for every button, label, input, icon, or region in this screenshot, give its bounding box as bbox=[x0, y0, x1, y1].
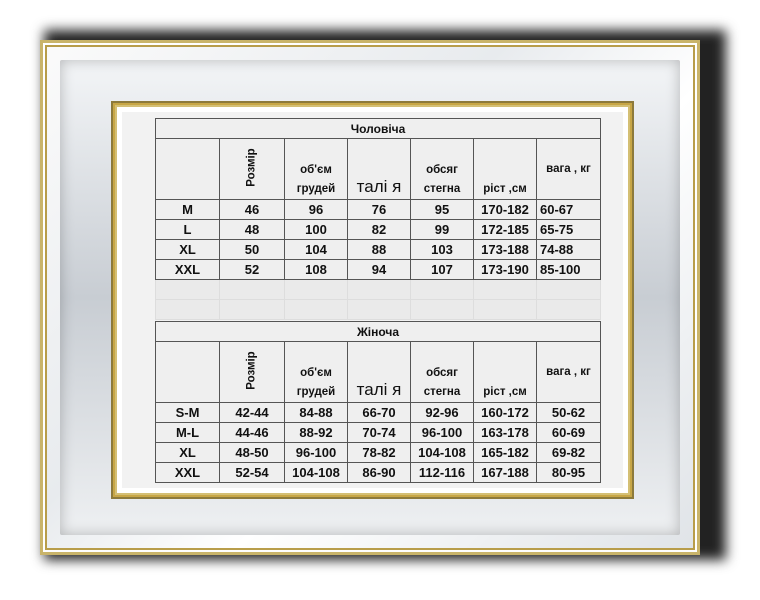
table-row: XXL 52 108 94 107 173-190 85-100 bbox=[155, 259, 601, 280]
table-cell: 95 bbox=[410, 199, 474, 220]
table-cell: 42-44 bbox=[219, 402, 285, 423]
table-cell: 46 bbox=[219, 199, 285, 220]
table-row: M 46 96 76 95 170-182 60-67 bbox=[155, 199, 601, 220]
column-header: об'єм грудей bbox=[296, 367, 336, 398]
table-cell: 173-188 bbox=[473, 239, 537, 260]
table-title: Жіноча bbox=[155, 321, 601, 342]
table-cell: 170-182 bbox=[473, 199, 537, 220]
table-cell: 70-74 bbox=[347, 422, 411, 443]
column-header: об'єм грудей bbox=[296, 164, 336, 195]
table-cell: 112-116 bbox=[410, 462, 474, 483]
table-cell: 50 bbox=[219, 239, 285, 260]
column-header: вага , кг bbox=[546, 365, 591, 378]
column-header: Розмір bbox=[245, 148, 258, 187]
table-cell: 94 bbox=[347, 259, 411, 280]
table-cell: 60-69 bbox=[536, 422, 601, 443]
table-cell: 96 bbox=[284, 199, 348, 220]
table-cell: 104-108 bbox=[410, 442, 474, 463]
table-cell: 172-185 bbox=[473, 219, 537, 240]
table-cell: 44-46 bbox=[219, 422, 285, 443]
table-cell: 50-62 bbox=[536, 402, 601, 423]
column-header: обсяг стегна bbox=[423, 367, 461, 398]
table-cell: M-L bbox=[155, 422, 220, 443]
column-header: обсяг стегна bbox=[423, 164, 461, 195]
table-row: M-L 44-46 88-92 70-74 96-100 163-178 60-69 bbox=[155, 422, 601, 443]
blank-row bbox=[155, 299, 601, 320]
table-cell: 86-90 bbox=[347, 462, 411, 483]
table-cell: XXL bbox=[155, 259, 220, 280]
table-title: Чоловіча bbox=[155, 118, 601, 139]
table-cell: 160-172 bbox=[473, 402, 537, 423]
table-cell: 65-75 bbox=[536, 219, 601, 240]
table-cell: 60-67 bbox=[536, 199, 601, 220]
table-cell: 84-88 bbox=[284, 402, 348, 423]
table-cell: 69-82 bbox=[536, 442, 601, 463]
table-cell: 167-188 bbox=[473, 462, 537, 483]
table-cell: 163-178 bbox=[473, 422, 537, 443]
column-header: талі я bbox=[356, 380, 402, 399]
table-cell: 76 bbox=[347, 199, 411, 220]
column-header: талі я bbox=[356, 177, 402, 196]
table-cell: XL bbox=[155, 442, 220, 463]
table-cell: 96-100 bbox=[284, 442, 348, 463]
table-cell: 96-100 bbox=[410, 422, 474, 443]
table-cell: 88 bbox=[347, 239, 411, 260]
table-cell: 66-70 bbox=[347, 402, 411, 423]
column-header: вага , кг bbox=[546, 162, 591, 175]
table-cell: 74-88 bbox=[536, 239, 601, 260]
blank-row bbox=[155, 279, 601, 300]
table-cell: 99 bbox=[410, 219, 474, 240]
table-row: XXL 52-54 104-108 86-90 112-116 167-188 80-95 bbox=[155, 462, 601, 483]
table-cell: M bbox=[155, 199, 220, 220]
table-row: S-M 42-44 84-88 66-70 92-96 160-172 50-62 bbox=[155, 402, 601, 423]
table-cell: 108 bbox=[284, 259, 348, 280]
table-cell: 100 bbox=[284, 219, 348, 240]
table-cell: L bbox=[155, 219, 220, 240]
table-cell: 104-108 bbox=[284, 462, 348, 483]
table-cell: 48-50 bbox=[219, 442, 285, 463]
table-cell: 82 bbox=[347, 219, 411, 240]
table-row: XL 48-50 96-100 78-82 104-108 165-182 69-82 bbox=[155, 442, 601, 463]
table-cell: S-M bbox=[155, 402, 220, 423]
table-cell: 78-82 bbox=[347, 442, 411, 463]
table-cell: 92-96 bbox=[410, 402, 474, 423]
table-cell: 52-54 bbox=[219, 462, 285, 483]
table-cell: 104 bbox=[284, 239, 348, 260]
table-row: XL 50 104 88 103 173-188 74-88 bbox=[155, 239, 601, 260]
table-cell: 107 bbox=[410, 259, 474, 280]
column-header: Розмір bbox=[245, 351, 258, 390]
column-header: ріст ,см bbox=[483, 183, 527, 195]
table-cell: 85-100 bbox=[536, 259, 601, 280]
column-header: ріст ,см bbox=[483, 386, 527, 398]
table-cell: 48 bbox=[219, 219, 285, 240]
women-size-table: Жіноча Розмір об'єм грудей талі я обсяг стег… bbox=[155, 321, 601, 483]
table-cell: 103 bbox=[410, 239, 474, 260]
table-cell: XXL bbox=[155, 462, 220, 483]
table-cell: 52 bbox=[219, 259, 285, 280]
table-cell: 88-92 bbox=[284, 422, 348, 443]
men-size-table: Чоловіча Розмір об'єм грудей талі я обсяг ст… bbox=[155, 118, 601, 320]
table-cell: 80-95 bbox=[536, 462, 601, 483]
table-cell: 165-182 bbox=[473, 442, 537, 463]
table-cell: XL bbox=[155, 239, 220, 260]
table-row: L 48 100 82 99 172-185 65-75 bbox=[155, 219, 601, 240]
table-cell: 173-190 bbox=[473, 259, 537, 280]
